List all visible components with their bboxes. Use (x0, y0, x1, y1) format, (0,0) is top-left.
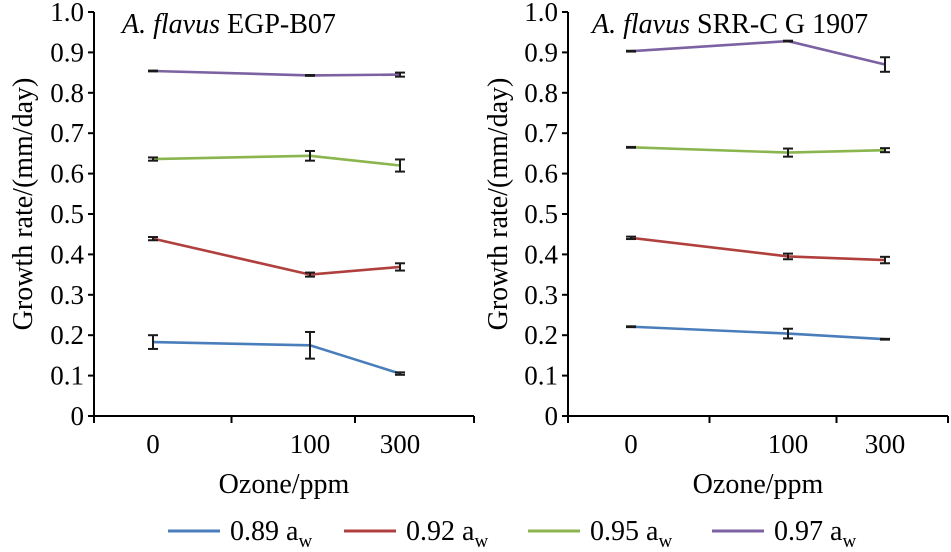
error-bar (783, 252, 793, 261)
legend-item: 0.89 aw (168, 516, 312, 552)
error-bar (148, 334, 158, 350)
error-bar (305, 271, 315, 278)
y-tick-label: 0 (71, 401, 85, 431)
legend-label-value: 0.92 (406, 516, 462, 547)
x-tick-label: 0 (624, 429, 638, 459)
error-bar (148, 236, 158, 242)
chart-panel-srrc-g-1907: 0 0.1 0.2 0.3 0.4 0.5 0.6 0.7 0.8 0.9 1.0 0 100 300 Oz… (483, 0, 949, 500)
error-bar (783, 39, 793, 43)
series-line (152, 69, 401, 77)
error-bar (626, 235, 636, 241)
y-tick-label: 0.5 (50, 199, 84, 229)
legend-label-symbol: a (286, 516, 299, 547)
panel-title-strain: SRR-C G 1907 (690, 9, 868, 40)
legend-label-subscript: w (298, 531, 312, 552)
error-bar (305, 74, 315, 77)
y-tick-label: 0.2 (50, 320, 84, 350)
y-tick-label: 0.7 (50, 118, 84, 148)
error-bar (148, 156, 158, 162)
y-tick-label: 0.7 (524, 118, 558, 148)
legend-label-symbol: a (646, 516, 659, 547)
legend-item: 0.97 aw (712, 516, 856, 552)
y-tick-label: 0.3 (50, 280, 84, 310)
legend-label-subscript: w (842, 531, 856, 552)
series-line (152, 340, 401, 375)
x-tick-label: 0 (146, 429, 160, 459)
x-tick-label: 100 (768, 429, 809, 459)
legend-label-subscript: w (658, 531, 672, 552)
error-bar (305, 330, 315, 360)
y-tick-label: 0.1 (50, 361, 84, 391)
series-line (630, 146, 886, 154)
legend-item: 0.92 aw (344, 516, 488, 552)
error-bar (395, 71, 405, 78)
error-bar (395, 158, 405, 173)
legend-label-value: 0.97 (774, 516, 830, 547)
series-line (152, 237, 401, 276)
error-bar (880, 337, 890, 341)
legend-label: 0.89 aw (230, 516, 312, 552)
panel-title: A. flavus EGP-B07 (120, 9, 336, 40)
legend-item: 0.95 aw (528, 516, 672, 552)
panel-title-species: A. flavus (120, 9, 220, 40)
legend: 0.89 aw 0.92 aw 0.95 aw 0.97 aw (168, 516, 856, 552)
legend-label-subscript: w (474, 531, 488, 552)
error-bar (395, 371, 405, 376)
error-bar (305, 149, 315, 162)
legend-label: 0.92 aw (406, 516, 488, 552)
y-axis-title: Growth rate/(mm/day) (483, 78, 514, 331)
legend-label: 0.95 aw (590, 516, 672, 552)
panel-title-strain: EGP-B07 (220, 9, 336, 40)
y-tick-label: 0.9 (524, 37, 558, 67)
legend-label: 0.97 aw (774, 516, 856, 552)
y-tick-label: 0.1 (524, 361, 558, 391)
x-tick-label: 100 (290, 429, 331, 459)
error-bar (880, 255, 890, 265)
series-line (630, 325, 886, 341)
error-bar (880, 56, 890, 73)
error-bar (626, 49, 636, 53)
y-tick-label: 0.3 (524, 280, 558, 310)
legend-label-value: 0.89 (230, 516, 286, 547)
series-line (630, 39, 886, 66)
series-line (152, 154, 401, 167)
y-tick-label: 0 (545, 401, 559, 431)
y-tick-label: 0.4 (50, 239, 84, 269)
legend-label-value: 0.95 (590, 516, 646, 547)
x-tick-label: 300 (865, 429, 906, 459)
x-axis-title: Ozone/ppm (219, 469, 350, 500)
panel-title-species: A. flavus (590, 9, 690, 40)
y-tick-label: 0.5 (524, 199, 558, 229)
y-tick-label: 0.8 (50, 78, 84, 108)
series-line (630, 236, 886, 262)
error-bar (395, 262, 405, 272)
x-axis-title: Ozone/ppm (693, 469, 824, 500)
y-tick-label: 0.4 (524, 239, 558, 269)
y-tick-label: 0.6 (524, 159, 558, 189)
error-bar (626, 145, 636, 149)
y-axis-title: Growth rate/(mm/day) (8, 78, 39, 331)
error-bar (148, 69, 158, 73)
legend-label-symbol: a (462, 516, 475, 547)
panel-title: A. flavus SRR-C G 1907 (590, 9, 868, 40)
legend-label-symbol: a (830, 516, 843, 547)
error-bar (783, 327, 793, 340)
error-bar (783, 147, 793, 158)
y-tick-label: 0.6 (50, 159, 84, 189)
y-tick-label: 1.0 (524, 0, 558, 27)
x-tick-label: 300 (380, 429, 421, 459)
y-tick-label: 0.8 (524, 78, 558, 108)
chart-panel-egp-b07: 0 0.1 0.2 0.3 0.4 0.5 0.6 0.7 0.8 0.9 1.0 0 100 300 Oz… (8, 0, 475, 500)
error-bar (626, 325, 636, 329)
y-tick-label: 1.0 (50, 0, 84, 27)
y-tick-label: 0.9 (50, 37, 84, 67)
y-tick-label: 0.2 (524, 320, 558, 350)
error-bar (880, 147, 890, 154)
